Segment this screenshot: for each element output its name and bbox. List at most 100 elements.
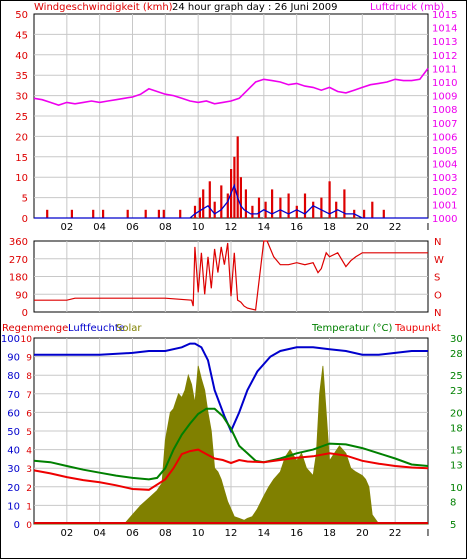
y-tick-label-pressure: 1011 <box>432 64 457 75</box>
x-tick-label: 06 <box>126 528 139 539</box>
wind-bar <box>144 209 147 218</box>
y-tick-label-direction: 360 <box>9 237 28 248</box>
y-tick-label-pressure: 1002 <box>432 187 457 198</box>
wind-bar <box>320 197 323 218</box>
pressure-title: Luftdruck (mb) <box>370 2 444 13</box>
humidity-temperature-panel: 0102030405060708090100012345678910581013… <box>1 334 463 539</box>
wind-bar <box>312 201 315 218</box>
y-tick-label-temperature: 28 <box>450 349 463 360</box>
y-tick-label-direction: 90 <box>15 290 28 301</box>
wind-bar <box>162 209 165 218</box>
x-tick-label: 14 <box>257 222 270 233</box>
wind-bar <box>202 189 205 218</box>
y-tick-label-pressure: 1001 <box>432 200 457 211</box>
wind-bar <box>257 197 261 218</box>
wind-bar <box>213 201 216 218</box>
dewpoint-line <box>33 448 429 491</box>
y-tick-label-humidity: 20 <box>7 483 20 494</box>
x-tick-label: 20 <box>356 528 369 539</box>
pressure-line <box>33 67 429 106</box>
x-tick-label: 06 <box>126 222 139 233</box>
x-tick-label: 02 <box>60 528 73 539</box>
y-tick-label-rain: 1 <box>26 502 32 512</box>
wind-bar <box>198 197 201 218</box>
y-tick-label-humidity: 70 <box>7 390 20 401</box>
y-tick-label-compass: W <box>434 255 444 266</box>
y-tick-label-compass: N <box>434 237 441 248</box>
wind-bar <box>236 136 239 218</box>
wind-pressure-panel: 0510152025303540455010001001100210031004… <box>15 10 457 233</box>
temperature-legend: Temperatur (°C) <box>311 323 392 334</box>
x-tick-label: 12 <box>225 528 238 539</box>
wind-bar <box>179 209 182 218</box>
y-tick-label-temperature: 23 <box>450 386 463 397</box>
y-tick-label-pressure: 1008 <box>432 105 457 116</box>
y-tick-label-compass: N <box>434 308 441 319</box>
wind-bar <box>264 201 267 218</box>
y-tick-label-pressure: 1003 <box>432 173 457 184</box>
y-tick-label-pressure: 1014 <box>432 24 457 35</box>
y-tick-label-wind: 40 <box>15 51 28 62</box>
wind-title: Windgeschwindigkeit (kmh) <box>34 2 173 13</box>
wind-bar <box>287 193 290 218</box>
wind-bar <box>220 185 223 218</box>
y-tick-label-rain: 2 <box>26 484 32 494</box>
y-tick-label-wind: 10 <box>15 173 28 184</box>
x-tick-label: 12 <box>225 222 238 233</box>
wind-bar <box>295 205 298 218</box>
y-tick-label-pressure: 1006 <box>432 132 457 143</box>
y-tick-label-wind: 45 <box>15 30 28 41</box>
y-tick-label-pressure: 1007 <box>432 119 457 130</box>
y-tick-label-humidity: 10 <box>7 501 20 512</box>
wind-bar <box>382 209 385 218</box>
y-tick-label-temperature: 5 <box>450 520 456 531</box>
y-tick-label-temperature: 30 <box>450 334 463 345</box>
wind-bar <box>244 189 247 218</box>
wind-bar <box>126 209 129 218</box>
y-tick-label-pressure: 1009 <box>432 92 457 103</box>
x-tick-label: 18 <box>323 222 336 233</box>
y-tick-label-wind: 5 <box>22 194 28 205</box>
x-tick-label: 08 <box>159 222 172 233</box>
y-tick-label-pressure: 1005 <box>432 146 457 157</box>
y-tick-label-pressure: 1015 <box>432 10 457 21</box>
y-tick-label-temperature: 25 <box>450 371 463 382</box>
y-tick-label-rain: 8 <box>26 372 32 382</box>
x-tick-label: 22 <box>389 222 402 233</box>
y-tick-label-direction: 0 <box>22 308 28 319</box>
wind-bar <box>226 193 229 218</box>
y-tick-label-wind: 25 <box>15 112 28 123</box>
y-tick-label-rain: 3 <box>26 465 32 475</box>
y-tick-label-humidity: 0 <box>14 520 20 531</box>
y-tick-label-temperature: 18 <box>450 423 463 434</box>
x-tick-label: 08 <box>159 528 172 539</box>
wind-bar <box>328 181 331 218</box>
x-tick-label: 04 <box>93 528 106 539</box>
y-tick-label-compass: O <box>434 290 442 301</box>
y-tick-label-rain: 6 <box>26 409 32 419</box>
wind-bar <box>271 189 274 218</box>
wind-bar <box>371 201 374 218</box>
x-tick-label: 02 <box>60 222 73 233</box>
wind-bar <box>193 205 197 218</box>
wind-bar <box>363 209 366 218</box>
y-tick-label-rain: 4 <box>26 447 32 457</box>
solar-legend: Solar <box>116 323 142 334</box>
x-tick-label: 20 <box>356 222 369 233</box>
wind-bar <box>70 209 73 218</box>
x-tick-label: 10 <box>192 222 205 233</box>
y-tick-label-humidity: 100 <box>1 334 20 345</box>
x-tick-label: 18 <box>323 528 336 539</box>
x-tick-label: I <box>427 528 430 539</box>
rain-legend: Regenmenge <box>2 323 68 334</box>
y-tick-label-humidity: 30 <box>7 464 20 475</box>
y-tick-label-humidity: 90 <box>7 353 20 364</box>
y-tick-label-temperature: 10 <box>450 483 463 494</box>
wind-bar <box>239 177 242 218</box>
y-tick-label-humidity: 60 <box>7 408 20 419</box>
dewpoint-legend: Taupunkt <box>394 323 441 334</box>
y-tick-label-temperature: 8 <box>450 498 456 509</box>
x-tick-label: 04 <box>93 222 106 233</box>
